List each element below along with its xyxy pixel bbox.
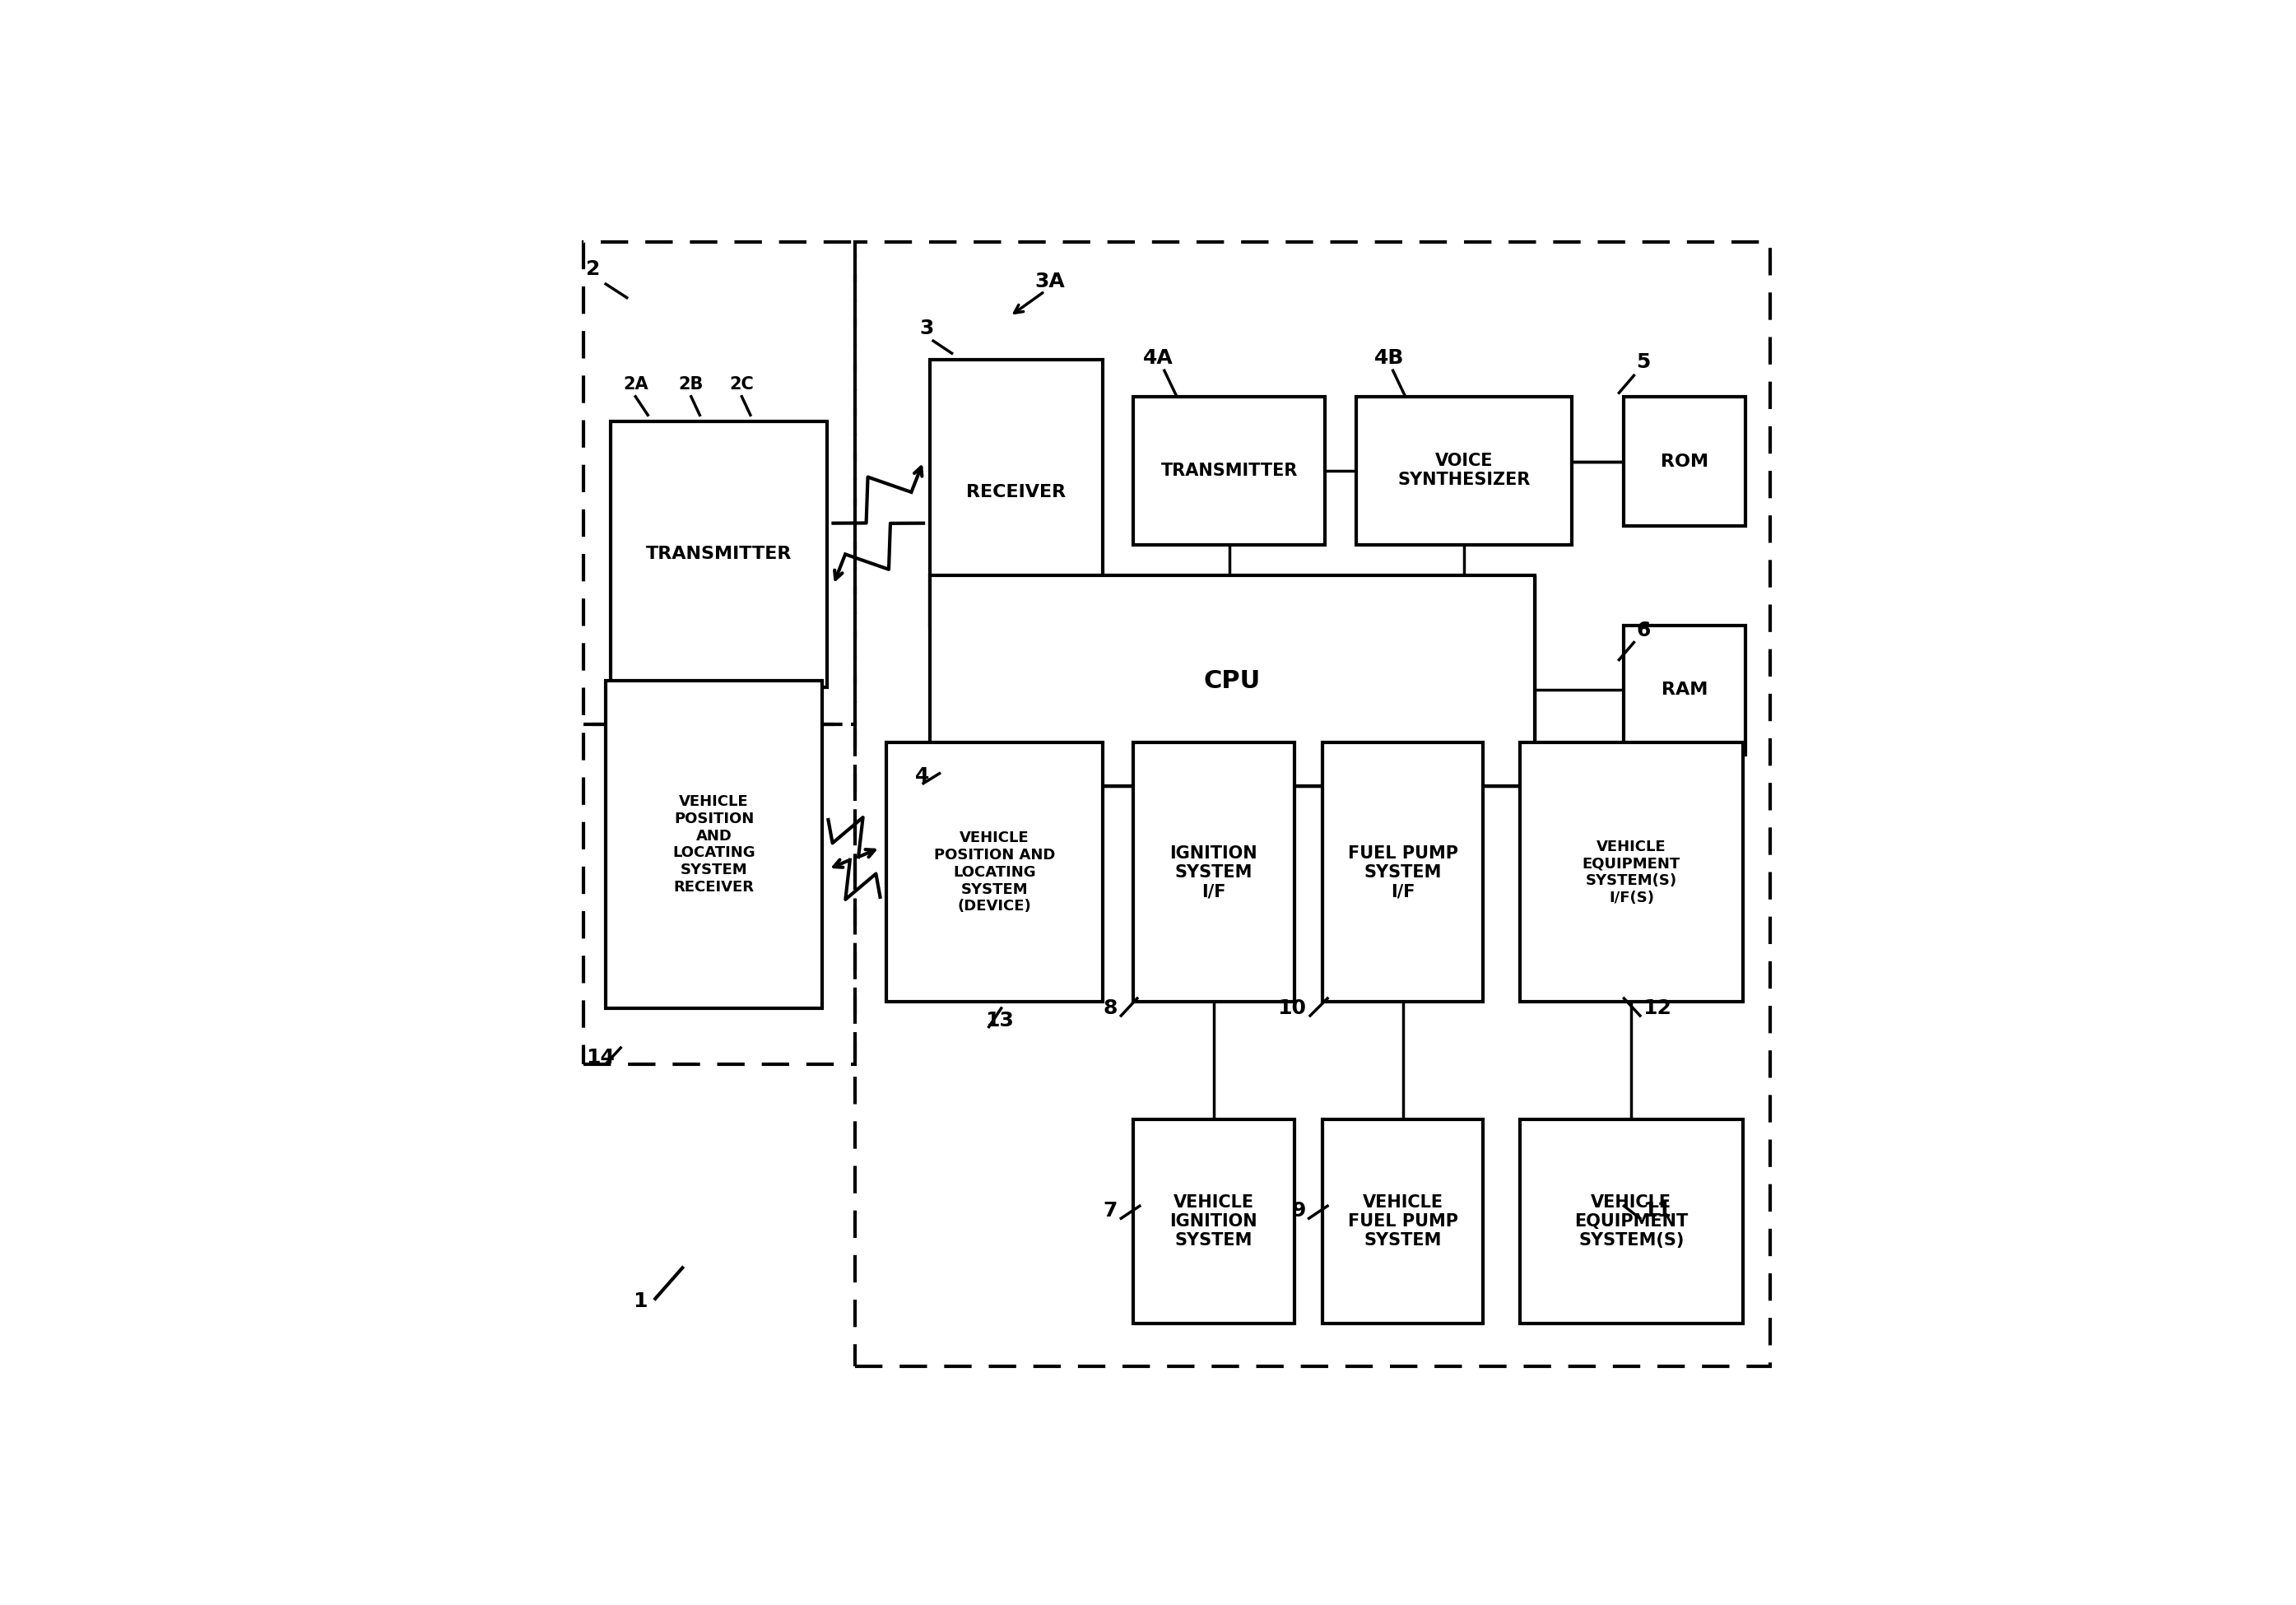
Text: TRANSMITTER: TRANSMITTER: [1162, 462, 1297, 478]
Bar: [1322, 1120, 1483, 1324]
Text: VEHICLE
EQUIPMENT
SYSTEM(S): VEHICLE EQUIPMENT SYSTEM(S): [1575, 1194, 1688, 1249]
Bar: [1520, 743, 1743, 1002]
Text: TRANSMITTER: TRANSMITTER: [645, 546, 792, 562]
Bar: [606, 681, 822, 1008]
Text: IGNITION
SYSTEM
I/F: IGNITION SYSTEM I/F: [1171, 844, 1258, 900]
Text: 10: 10: [1277, 998, 1306, 1018]
Text: VEHICLE
EQUIPMENT
SYSTEM(S)
I/F(S): VEHICLE EQUIPMENT SYSTEM(S) I/F(S): [1582, 839, 1681, 905]
Text: VEHICLE
POSITION AND
LOCATING
SYSTEM
(DEVICE): VEHICLE POSITION AND LOCATING SYSTEM (DE…: [934, 831, 1056, 913]
Bar: [1357, 396, 1573, 544]
Text: 11: 11: [1642, 1201, 1671, 1221]
Text: RAM: RAM: [1662, 682, 1708, 698]
Text: ROM: ROM: [1660, 453, 1708, 470]
Text: 14: 14: [585, 1048, 615, 1067]
Text: 4A: 4A: [1143, 348, 1173, 368]
Bar: [1134, 743, 1295, 1002]
Text: VEHICLE
FUEL PUMP
SYSTEM: VEHICLE FUEL PUMP SYSTEM: [1348, 1194, 1458, 1249]
Text: 1: 1: [634, 1292, 647, 1311]
Text: 12: 12: [1642, 998, 1671, 1018]
Text: 13: 13: [985, 1011, 1015, 1030]
Text: RECEIVER: RECEIVER: [967, 485, 1065, 501]
Text: 4B: 4B: [1375, 348, 1405, 368]
Bar: [1134, 396, 1325, 544]
Text: VOICE
SYNTHESIZER: VOICE SYNTHESIZER: [1398, 453, 1531, 488]
Text: 3: 3: [921, 319, 934, 339]
Bar: [583, 242, 856, 724]
Text: FUEL PUMP
SYSTEM
I/F: FUEL PUMP SYSTEM I/F: [1348, 844, 1458, 900]
Text: 4: 4: [914, 766, 930, 786]
Bar: [930, 360, 1102, 626]
Text: 5: 5: [1637, 351, 1651, 372]
Text: 9: 9: [1293, 1201, 1306, 1221]
Bar: [1623, 396, 1745, 526]
Bar: [1322, 743, 1483, 1002]
Text: 2: 2: [585, 260, 599, 279]
Text: 2B: 2B: [680, 376, 703, 393]
Text: 2A: 2A: [622, 376, 647, 393]
Text: 8: 8: [1102, 998, 1118, 1018]
Text: 3A: 3A: [1035, 271, 1065, 292]
Bar: [1520, 1120, 1743, 1324]
Text: 7: 7: [1102, 1201, 1118, 1221]
Text: VEHICLE
POSITION
AND
LOCATING
SYSTEM
RECEIVER: VEHICLE POSITION AND LOCATING SYSTEM REC…: [673, 794, 755, 894]
Bar: [856, 242, 1770, 1367]
Bar: [611, 421, 827, 687]
Text: 6: 6: [1637, 620, 1651, 640]
Text: 2C: 2C: [730, 376, 753, 393]
Bar: [886, 743, 1102, 1002]
Bar: [1134, 1120, 1295, 1324]
Text: VEHICLE
IGNITION
SYSTEM: VEHICLE IGNITION SYSTEM: [1171, 1194, 1258, 1249]
Bar: [583, 724, 856, 1064]
Bar: [1623, 624, 1745, 754]
Bar: [930, 576, 1536, 786]
Text: CPU: CPU: [1203, 669, 1261, 693]
